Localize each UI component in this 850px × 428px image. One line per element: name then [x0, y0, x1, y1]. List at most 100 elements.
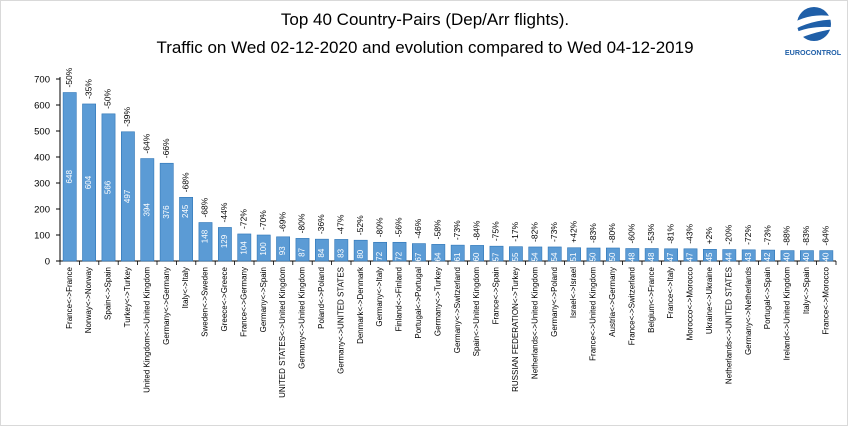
bar-value-label: 44: [724, 252, 733, 261]
x-category-label: Italy<->Spain: [802, 267, 811, 314]
x-category-label: Netherlands<->UNITED STATES: [724, 267, 733, 384]
bar-value-label: 55: [511, 252, 520, 261]
logo-swoosh: [786, 15, 844, 33]
x-category-label: France<->France: [65, 266, 74, 328]
bar: [644, 248, 659, 262]
x-category-label: France<->Spain: [492, 267, 501, 324]
y-tick-label: 700: [34, 75, 50, 86]
x-category-label: Germany<->Italy: [375, 267, 384, 327]
x-category-label: Greece<->Greece: [220, 266, 229, 331]
bar-evolution-label: -64%: [142, 133, 152, 153]
bar-value-label: 40: [821, 252, 830, 261]
logo-swoosh-lower: [792, 26, 840, 40]
bar-evolution-label: -80%: [374, 217, 384, 237]
x-category-label: Norway<->Norway: [84, 267, 93, 333]
bar: [547, 246, 562, 262]
bar-evolution-label: -46%: [413, 218, 423, 238]
x-category-label: Ireland<->United Kingdom: [783, 267, 792, 361]
bar: [489, 245, 504, 262]
y-tick-label: 200: [34, 205, 50, 216]
x-category-label: Italy<->Italy: [181, 267, 190, 308]
bar-value-label: 54: [530, 252, 539, 261]
bar: [761, 249, 775, 262]
bar-evolution-label: -20%: [724, 224, 734, 244]
bar: [683, 248, 698, 262]
bar-evolution-label: -88%: [782, 225, 792, 245]
bar: [780, 250, 795, 262]
bar-value-label: 40: [783, 252, 792, 261]
x-category-label: Spain<->Spain: [104, 267, 113, 320]
bar-value-label: 60: [472, 252, 481, 261]
bar-value-label: 67: [414, 252, 423, 261]
bar-value-label: 51: [569, 252, 578, 261]
y-tick-label: 600: [34, 101, 50, 112]
y-tick-label: 0: [45, 257, 50, 268]
bar-evolution-label: -75%: [491, 221, 501, 241]
bar: [741, 249, 756, 262]
bar-value-label: 87: [298, 247, 307, 256]
bar-evolution-label: -81%: [665, 223, 675, 243]
bar-evolution-label: -73%: [762, 225, 772, 245]
bar-value-label: 72: [395, 251, 404, 260]
bar-value-label: 93: [278, 246, 287, 255]
bar-evolution-label: -17%: [510, 221, 520, 241]
bar: [62, 92, 77, 262]
bar: [664, 248, 678, 262]
bar: [722, 249, 737, 262]
bar-value-label: 45: [705, 252, 714, 261]
bar-value-label: 47: [686, 252, 695, 261]
bar: [450, 244, 465, 262]
x-category-label: Sweden<->Sweden: [201, 267, 210, 337]
bar: [179, 197, 193, 262]
bar-evolution-label: -72%: [239, 209, 249, 229]
bar-evolution-label: +42%: [568, 220, 578, 242]
x-category-label: Israel<->Israel: [569, 267, 578, 318]
x-category-label: Germany<->Germany: [162, 267, 171, 345]
x-category-label: RUSSIAN FEDERATION<->Turkey: [511, 267, 520, 392]
x-category-label: Morocco<->Morocco: [686, 266, 695, 340]
bar: [392, 241, 407, 262]
x-category-label: Turkey<->Turkey: [123, 267, 132, 327]
bar-value-label: 497: [123, 189, 132, 203]
bar-evolution-label: -83%: [801, 225, 811, 245]
x-category-label: Germany<->Switzerland: [453, 267, 462, 353]
bar: [237, 233, 252, 262]
x-category-label: Netherlands<->United Kingdom: [530, 267, 539, 379]
bar-evolution-label: -84%: [471, 220, 481, 240]
bar-value-label: 72: [375, 251, 384, 260]
bar-evolution-label: -56%: [394, 217, 404, 237]
bar-value-label: 64: [433, 252, 442, 261]
x-category-label: Finland<->Finland: [395, 267, 404, 331]
bar: [528, 246, 543, 262]
bar-evolution-label: -47%: [336, 214, 346, 234]
logo-text: EUROCONTROL: [785, 48, 842, 57]
bar-value-label: 50: [589, 252, 598, 261]
bar: [82, 103, 96, 262]
x-category-label: Germany<->Poland: [550, 267, 559, 337]
bar-value-label: 394: [142, 203, 151, 217]
bar: [606, 247, 620, 262]
bar-evolution-label: -43%: [685, 223, 695, 243]
bar-value-label: 47: [666, 252, 675, 261]
bar: [159, 162, 174, 262]
x-category-label: France<->Germany: [239, 267, 248, 337]
bar-value-label: 80: [356, 249, 365, 258]
bar: [276, 236, 290, 262]
bar: [373, 241, 387, 262]
bar-value-label: 104: [239, 241, 248, 255]
x-category-label: Belgium<->France: [647, 266, 656, 332]
bar-evolution-label: -82%: [530, 222, 540, 242]
bar: [800, 250, 814, 262]
bar: [140, 158, 155, 262]
bar-value-label: 604: [84, 175, 93, 189]
bar-evolution-label: -64%: [821, 225, 831, 245]
x-category-label: France<->Italy: [666, 267, 675, 319]
x-category-label: Spain<->United Kingdom: [472, 267, 481, 357]
bar-value-label: 40: [802, 252, 811, 261]
bar-value-label: 245: [181, 204, 190, 218]
x-category-label: United Kingdom<->United Kingdom: [142, 267, 151, 393]
bar-evolution-label: -60%: [627, 223, 637, 243]
bar: [121, 131, 135, 262]
x-category-label: Portugal<->Portugal: [414, 267, 423, 339]
bar-value-label: 129: [220, 234, 229, 248]
